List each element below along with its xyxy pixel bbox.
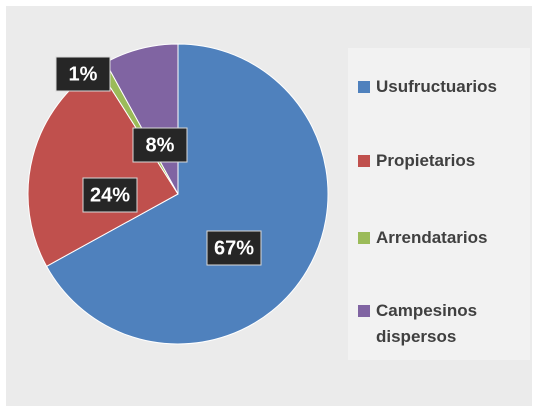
- legend-swatch: [358, 81, 370, 93]
- data-label: 67%: [214, 237, 254, 259]
- legend-label: Usufructuarios: [376, 77, 497, 96]
- legend-item: Usufructuarios: [358, 74, 516, 100]
- label-bg: [82, 177, 138, 213]
- legend-label: Campesinos dispersos: [376, 301, 478, 346]
- legend-swatch: [358, 155, 370, 167]
- data-label: 8%: [146, 134, 175, 156]
- label-bg: [206, 230, 262, 266]
- data-label-box: 24%: [82, 177, 138, 213]
- data-label-box: 67%: [206, 230, 262, 266]
- legend-label: Arrendatarios: [376, 228, 488, 247]
- data-label-box: 8%: [132, 127, 188, 163]
- data-label-box: 1%: [55, 56, 111, 92]
- legend-item: Campesinos dispersos: [358, 298, 516, 350]
- data-label: 24%: [90, 184, 130, 206]
- label-bg: [55, 56, 111, 92]
- pie-slice: [45, 43, 329, 345]
- legend-item: Propietarios: [358, 148, 516, 174]
- data-label: 1%: [69, 63, 98, 85]
- legend-item: Arrendatarios: [358, 225, 516, 251]
- label-bg: [132, 127, 188, 163]
- legend-swatch: [358, 232, 370, 244]
- legend-swatch: [358, 305, 370, 317]
- legend-label: Propietarios: [376, 151, 476, 170]
- legend: Usufructuarios Propietarios Arrendatarios C…: [348, 48, 530, 360]
